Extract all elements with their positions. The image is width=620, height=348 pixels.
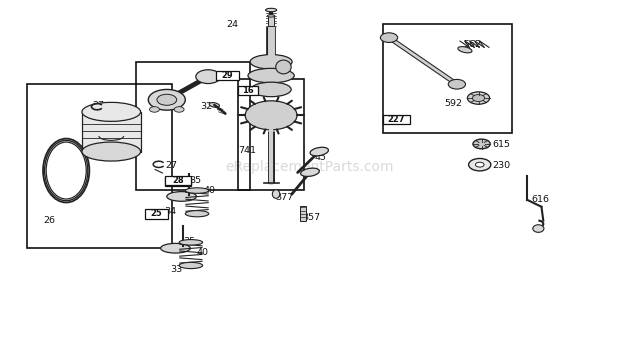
Bar xyxy=(136,62,250,190)
Ellipse shape xyxy=(185,188,209,193)
Ellipse shape xyxy=(82,142,141,161)
Text: 227: 227 xyxy=(388,115,405,124)
Ellipse shape xyxy=(248,68,294,83)
Text: 40: 40 xyxy=(197,248,208,257)
Text: 40: 40 xyxy=(203,186,215,195)
Text: 45: 45 xyxy=(315,153,327,162)
Text: 615: 615 xyxy=(492,140,510,149)
Text: 616: 616 xyxy=(531,195,549,204)
Text: 35: 35 xyxy=(184,237,195,246)
Text: 28: 28 xyxy=(166,177,178,186)
Text: 562: 562 xyxy=(463,40,481,49)
Circle shape xyxy=(157,94,177,105)
Ellipse shape xyxy=(533,225,544,232)
Ellipse shape xyxy=(310,147,329,156)
Ellipse shape xyxy=(179,239,203,245)
Bar xyxy=(216,71,239,80)
Bar xyxy=(165,176,191,185)
Circle shape xyxy=(174,107,184,112)
Ellipse shape xyxy=(267,15,275,17)
Text: 592: 592 xyxy=(445,99,463,108)
Circle shape xyxy=(469,158,491,171)
Ellipse shape xyxy=(251,82,291,97)
Bar xyxy=(299,206,306,221)
Ellipse shape xyxy=(250,55,292,69)
Text: 28: 28 xyxy=(172,176,184,185)
Ellipse shape xyxy=(272,190,280,198)
Text: 230: 230 xyxy=(492,161,510,170)
Ellipse shape xyxy=(185,211,209,217)
Text: 29: 29 xyxy=(221,71,233,80)
Bar xyxy=(268,16,274,25)
Bar xyxy=(82,112,141,152)
Bar xyxy=(383,24,513,133)
Ellipse shape xyxy=(82,102,141,121)
Bar xyxy=(238,79,304,190)
Text: 377: 377 xyxy=(275,193,293,202)
Circle shape xyxy=(149,107,159,112)
Circle shape xyxy=(476,162,484,167)
Text: 34: 34 xyxy=(164,207,177,216)
Text: 24: 24 xyxy=(227,21,239,29)
Ellipse shape xyxy=(458,47,472,53)
Text: 27: 27 xyxy=(93,101,105,110)
Text: 33: 33 xyxy=(170,266,183,275)
Bar xyxy=(238,86,258,95)
Ellipse shape xyxy=(179,262,203,269)
Circle shape xyxy=(380,33,397,42)
Text: 741: 741 xyxy=(238,146,256,155)
Ellipse shape xyxy=(301,168,319,176)
Text: 357: 357 xyxy=(302,213,320,222)
Text: 35: 35 xyxy=(190,176,202,185)
Circle shape xyxy=(448,79,466,89)
Ellipse shape xyxy=(276,60,291,74)
Text: 26: 26 xyxy=(43,216,55,225)
Bar xyxy=(383,114,410,124)
Text: 32: 32 xyxy=(200,102,212,111)
Ellipse shape xyxy=(265,8,277,12)
Bar xyxy=(144,209,168,219)
Circle shape xyxy=(473,139,490,149)
Bar xyxy=(165,177,191,187)
Circle shape xyxy=(472,95,485,102)
Ellipse shape xyxy=(161,243,190,253)
Text: 25: 25 xyxy=(151,209,162,219)
Circle shape xyxy=(196,70,221,84)
Circle shape xyxy=(245,101,297,130)
Bar xyxy=(27,84,172,248)
Ellipse shape xyxy=(167,192,197,201)
Circle shape xyxy=(148,89,185,110)
Text: 16: 16 xyxy=(242,86,254,95)
Text: 27: 27 xyxy=(165,161,177,170)
Ellipse shape xyxy=(209,103,219,107)
Circle shape xyxy=(467,92,490,104)
Text: eReplacementParts.com: eReplacementParts.com xyxy=(226,160,394,174)
